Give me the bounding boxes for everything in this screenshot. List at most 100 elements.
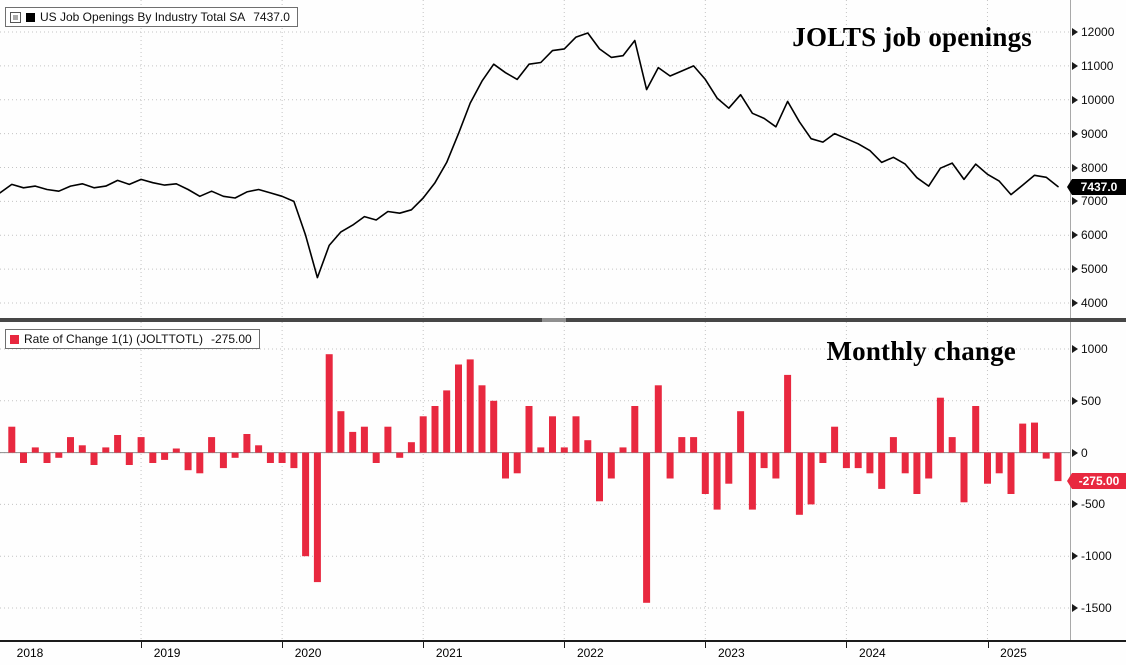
change-bar [220,453,227,469]
change-bar [561,447,568,452]
change-bar [337,411,344,452]
change-bar [455,365,462,453]
change-bar [290,453,297,469]
y-tick-value: 12000 [1081,25,1114,39]
y-tick-value: 5000 [1081,262,1108,276]
tick-arrow-icon [1072,96,1078,104]
change-bar [1043,453,1050,459]
change-bar [667,453,674,479]
change-bar [361,427,368,453]
change-bar [91,453,98,465]
x-axis-year-label: 2021 [436,646,463,660]
black-series-swatch-icon [26,13,35,22]
change-bar [596,453,603,502]
change-bar [408,442,415,452]
tick-arrow-icon [1072,265,1078,273]
change-bar [784,375,791,453]
change-bar [126,453,133,465]
y-tick-value: 6000 [1081,228,1108,242]
change-bar [878,453,885,489]
change-bar [161,453,168,460]
y-tick-label: 9000 [1072,127,1108,141]
change-bar [643,453,650,603]
tick-arrow-icon [1072,397,1078,405]
change-bar [349,432,356,453]
legend-collapse-icon[interactable] [10,12,21,23]
change-bar [114,435,121,453]
x-axis-year-label: 2024 [859,646,886,660]
tick-arrow-icon [1072,552,1078,560]
change-bar [526,406,533,453]
change-bar [396,453,403,458]
change-bar [185,453,192,471]
tick-arrow-icon [1072,62,1078,70]
x-axis-year-label: 2019 [154,646,181,660]
monthly-change-bars [8,354,1061,603]
x-axis-tick [846,642,847,648]
legend-monthly-change[interactable]: Rate of Change 1(1) (JOLTTOTL) -275.00 [5,329,260,349]
change-bar [866,453,873,474]
change-bar [373,453,380,463]
y-tick-label: -1000 [1072,549,1112,563]
tick-arrow-icon [1072,130,1078,138]
change-bar [620,447,627,452]
change-bar [890,437,897,453]
change-bar [502,453,509,479]
y-tick-label: 7000 [1072,194,1108,208]
change-bar [761,453,768,469]
tick-arrow-icon [1072,28,1078,36]
y-tick-value: 10000 [1081,93,1114,107]
change-bar [490,401,497,453]
change-bar [44,453,51,463]
change-bar [55,453,62,458]
change-bar [678,437,685,453]
change-bar [20,453,27,463]
y-tick-value: 0 [1081,446,1088,460]
change-bar [138,437,145,453]
change-bar [655,385,662,452]
change-bar [467,359,474,452]
change-bar [608,453,615,479]
change-bar [1031,423,1038,453]
y-tick-label: 8000 [1072,161,1108,175]
change-bar [384,427,391,453]
x-axis-tick [423,642,424,648]
annotation-jolts-job-openings: JOLTS job openings [792,22,1032,53]
change-bar [1019,424,1026,453]
x-axis-tick [988,642,989,648]
job-openings-line [0,33,1058,278]
red-series-swatch-icon [10,335,19,344]
change-bar [573,416,580,452]
y-tick-value: -1000 [1081,549,1112,563]
gridlines-bottom [0,322,1071,640]
panel-monthly-change: Rate of Change 1(1) (JOLTTOTL) -275.00 M… [0,322,1126,640]
change-bar [1055,453,1062,482]
y-tick-label: 12000 [1072,25,1114,39]
y-tick-value: -1500 [1081,601,1112,615]
change-bar [831,427,838,453]
change-bar [808,453,815,505]
change-bar [631,406,638,453]
monthly-change-bar-chart[interactable] [0,322,1072,640]
change-bar [432,406,439,453]
x-axis-year-label: 2022 [577,646,604,660]
y-tick-value: 7000 [1081,194,1108,208]
y-tick-value: 9000 [1081,127,1108,141]
change-bar [232,453,239,458]
tick-arrow-icon [1072,500,1078,508]
legend-job-openings[interactable]: US Job Openings By Industry Total SA 743… [5,7,298,27]
legend-label-top: US Job Openings By Industry Total SA [40,10,245,24]
change-bar [855,453,862,469]
tick-arrow-icon [1072,164,1078,172]
panel-job-openings: US Job Openings By Industry Total SA 743… [0,0,1126,318]
change-bar [913,453,920,494]
change-bar [173,449,180,453]
change-bar [961,453,968,503]
change-bar [772,453,779,479]
change-bar [420,416,427,452]
change-bar [843,453,850,469]
change-bar [690,437,697,453]
change-bar [314,453,321,582]
